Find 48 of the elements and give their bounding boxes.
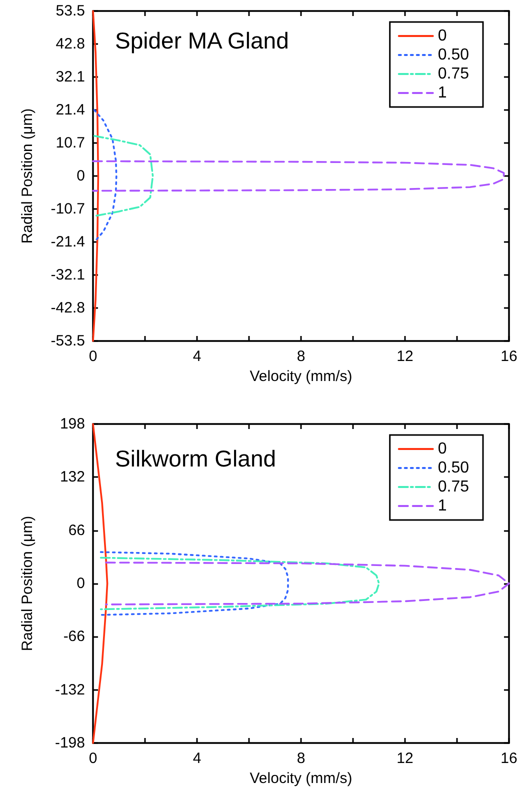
y-tick-label: -66 xyxy=(63,628,85,646)
line-series xyxy=(100,551,289,616)
legend-label: 0.50 xyxy=(438,46,470,64)
y-tick-label: 0 xyxy=(76,575,85,592)
x-tick-label: 16 xyxy=(500,348,518,365)
line-series xyxy=(105,562,510,606)
x-tick-label: 8 xyxy=(296,348,306,365)
x-tick-label: 16 xyxy=(500,750,518,767)
x-tick-label: 0 xyxy=(88,348,98,365)
line-series xyxy=(100,556,380,610)
x-tick-label: 12 xyxy=(396,750,414,767)
x-tick-label: 12 xyxy=(396,348,414,365)
y-tick-label: 10.7 xyxy=(56,134,85,152)
legend-label: 0 xyxy=(438,28,447,44)
y-tick-label: 0 xyxy=(76,168,85,184)
x-axis-title: Velocity (mm/s) xyxy=(250,770,352,787)
y-tick-label: 66 xyxy=(68,522,85,539)
y-tick-label: -10.7 xyxy=(50,200,85,218)
y-axis-title: Radial Position (μm) xyxy=(19,516,36,652)
y-tick-label: 21.4 xyxy=(56,102,85,118)
y-tick-label: 132 xyxy=(60,468,85,486)
y-tick-label: -42.8 xyxy=(50,300,85,316)
x-tick-label: 4 xyxy=(192,348,202,365)
legend-label: 0.50 xyxy=(438,460,470,476)
y-tick-label: -21.4 xyxy=(50,234,85,250)
x-tick-label: 0 xyxy=(88,750,98,767)
line-series xyxy=(92,160,505,192)
legend-label: 1 xyxy=(438,498,447,514)
x-tick-label: 8 xyxy=(296,750,306,767)
y-axis-title: Radial Position (μm) xyxy=(19,108,36,244)
y-tick-label: 198 xyxy=(60,416,85,432)
text: Spider MA Gland xyxy=(115,28,289,54)
y-tick-label: 42.8 xyxy=(56,36,85,52)
line-series xyxy=(93,135,154,217)
legend-label: 0.75 xyxy=(438,478,470,496)
y-tick-label: -53.5 xyxy=(50,332,85,350)
y-tick-label: -132 xyxy=(54,681,85,698)
line-series xyxy=(93,109,118,243)
x-tick-label: 4 xyxy=(192,750,202,767)
text: Silkworm Gland xyxy=(115,446,276,472)
y-tick-label: 53.5 xyxy=(56,2,85,20)
y-tick-label: 32.1 xyxy=(56,68,85,86)
x-axis-title: Velocity (mm/s) xyxy=(250,368,352,385)
y-tick-label: -198 xyxy=(54,734,85,752)
legend-label: 0.75 xyxy=(438,66,470,82)
legend-label: 1 xyxy=(438,84,447,102)
legend-label: 0 xyxy=(438,440,447,458)
y-tick-label: -32.1 xyxy=(50,266,85,284)
